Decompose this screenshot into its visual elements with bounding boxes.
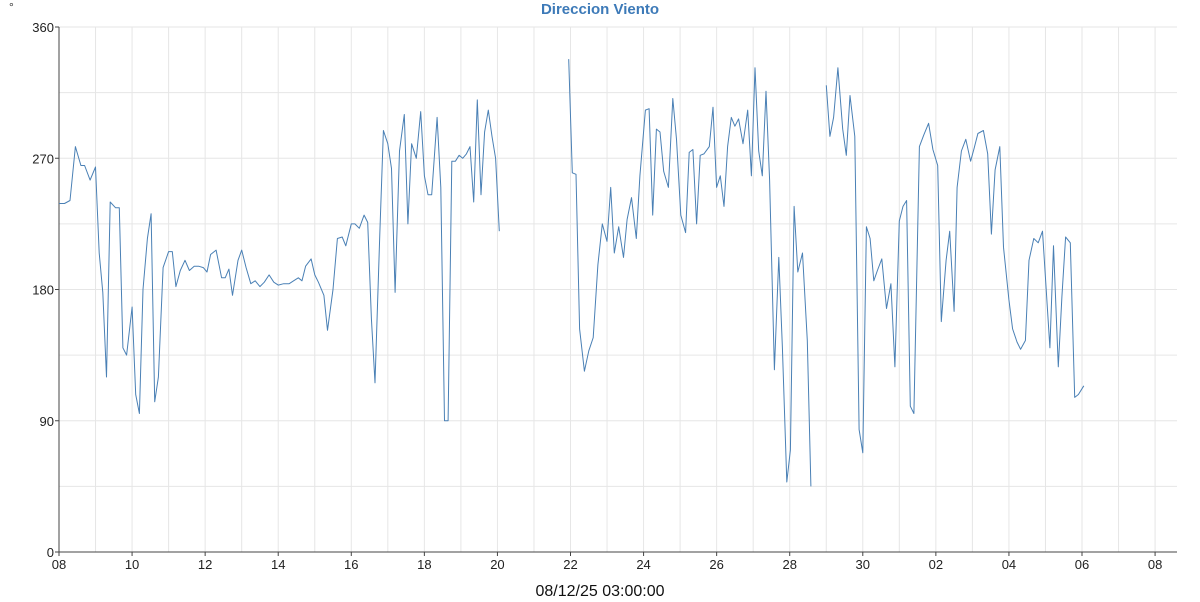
- x-tick-label: 06: [1075, 557, 1089, 572]
- x-tick-label: 26: [709, 557, 723, 572]
- series-line-segment: [825, 67, 1085, 454]
- x-tick-label: 30: [856, 557, 870, 572]
- y-tick-label: 360: [32, 20, 54, 35]
- tick-labels: 0 90 180 270 360 08 10 12 14 16 18 20 22 24 26 28 30 02 04…: [32, 20, 1162, 572]
- x-axis-title: 08/12/25 03:00:00: [535, 583, 665, 600]
- y-tick-label: 0: [47, 545, 54, 560]
- x-tick-label: 18: [417, 557, 431, 572]
- y-tick-label: 90: [40, 414, 54, 429]
- x-tick-label: 28: [782, 557, 796, 572]
- chart-title: Direccion Viento: [540, 1, 660, 18]
- y-axis-unit: °: [9, 0, 14, 14]
- x-tick-label: 22: [563, 557, 577, 572]
- axes: [55, 26, 1177, 556]
- x-tick-label: 24: [636, 557, 650, 572]
- x-tick-label: 14: [271, 557, 285, 572]
- x-tick-label: 10: [125, 557, 139, 572]
- x-tick-label: 08: [52, 557, 66, 572]
- x-tick-label: 02: [929, 557, 943, 572]
- x-tick-label: 04: [1002, 557, 1016, 572]
- x-tick-label: 16: [344, 557, 358, 572]
- x-tick-label: 12: [198, 557, 212, 572]
- y-tick-label: 270: [32, 151, 54, 166]
- series-layer: [59, 59, 1085, 487]
- grid-lines: [58, 26, 1177, 553]
- x-tick-label: 08: [1148, 557, 1162, 572]
- y-tick-label: 180: [32, 283, 54, 298]
- series-line-segment: [59, 99, 500, 422]
- series-line-segment: [568, 59, 812, 487]
- x-tick-label: 20: [490, 557, 504, 572]
